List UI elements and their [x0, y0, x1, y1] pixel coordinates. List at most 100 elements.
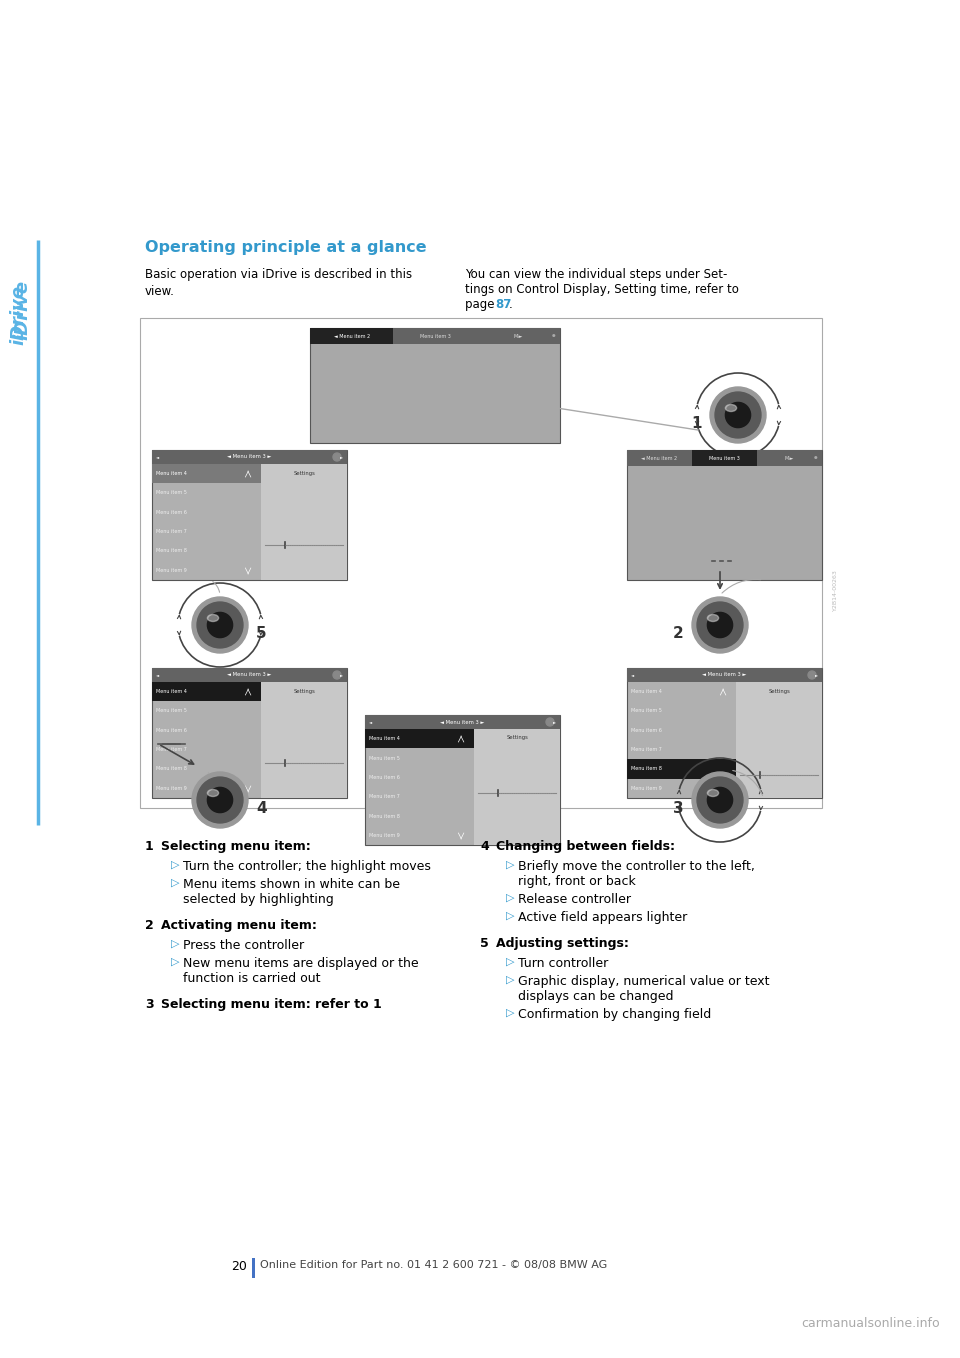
Text: ►: ► — [340, 674, 343, 678]
Circle shape — [726, 402, 751, 428]
Bar — [474, 729, 560, 845]
Text: You can view the individual steps under Set-: You can view the individual steps under … — [465, 268, 728, 281]
Text: Online Edition for Part no. 01 41 2 600 721 - © 08/08 BMW AG: Online Edition for Part no. 01 41 2 600 … — [260, 1260, 608, 1270]
Text: ◄: ◄ — [156, 674, 159, 678]
Bar — [261, 682, 347, 799]
Text: Menu item 8: Menu item 8 — [156, 766, 187, 771]
Text: 2: 2 — [145, 919, 154, 932]
Text: ▷: ▷ — [506, 911, 515, 921]
Text: Graphic display, numerical value or text: Graphic display, numerical value or text — [518, 975, 770, 989]
Text: ◄ Menu item 2: ◄ Menu item 2 — [334, 334, 370, 338]
Bar — [252, 1258, 255, 1278]
Bar — [310, 329, 394, 344]
Text: ▷: ▷ — [506, 860, 515, 870]
Text: Menu item 4: Menu item 4 — [156, 471, 187, 477]
Bar — [152, 668, 347, 682]
Text: ►: ► — [815, 674, 818, 678]
Text: 4: 4 — [480, 841, 489, 853]
Text: Menu item 7: Menu item 7 — [631, 747, 661, 752]
Text: Changing between fields:: Changing between fields: — [496, 841, 675, 853]
Text: Mi►: Mi► — [785, 455, 794, 460]
Text: displays can be changed: displays can be changed — [518, 990, 674, 1004]
Bar — [627, 449, 822, 466]
Text: Menu item 9: Menu item 9 — [156, 786, 187, 790]
Text: ▷: ▷ — [506, 957, 515, 967]
Bar — [152, 464, 261, 483]
Text: tings on Control Display, Setting time, refer to: tings on Control Display, Setting time, … — [465, 282, 739, 296]
Circle shape — [715, 392, 761, 439]
Circle shape — [697, 602, 743, 648]
Text: Release controller: Release controller — [518, 894, 631, 906]
Text: 5: 5 — [256, 626, 267, 641]
Text: Menu item 6: Menu item 6 — [156, 509, 187, 515]
Text: function is carried out: function is carried out — [183, 972, 321, 985]
Text: Menu item 4: Menu item 4 — [156, 689, 187, 694]
Bar — [365, 716, 560, 729]
Bar — [627, 668, 822, 799]
Bar — [627, 759, 736, 778]
Text: Menu item 4: Menu item 4 — [631, 689, 661, 694]
Text: ▷: ▷ — [171, 879, 180, 888]
Text: ►: ► — [340, 455, 343, 459]
Text: Confirmation by changing field: Confirmation by changing field — [518, 1008, 711, 1021]
Bar — [261, 464, 347, 580]
Text: page: page — [465, 297, 498, 311]
Text: 5: 5 — [480, 937, 489, 951]
Text: iDrive: iDrive — [13, 280, 31, 340]
Text: Adjusting settings:: Adjusting settings: — [496, 937, 629, 951]
Text: ▷: ▷ — [171, 860, 180, 870]
Text: Active field appears lighter: Active field appears lighter — [518, 911, 687, 923]
Circle shape — [708, 612, 732, 638]
Text: Mi►: Mi► — [514, 334, 523, 338]
Bar — [365, 716, 560, 845]
Text: 2: 2 — [673, 626, 684, 641]
Text: 20: 20 — [231, 1260, 247, 1272]
Text: ▷: ▷ — [171, 938, 180, 949]
Text: 1: 1 — [145, 841, 154, 853]
Text: Menu item 7: Menu item 7 — [369, 794, 400, 799]
Text: Menu item 8: Menu item 8 — [631, 766, 661, 771]
Circle shape — [197, 777, 243, 823]
Text: ▷: ▷ — [506, 894, 515, 903]
Ellipse shape — [207, 789, 219, 797]
Text: Menu item 5: Menu item 5 — [156, 709, 187, 713]
Bar — [310, 329, 560, 443]
Text: Selecting menu item:: Selecting menu item: — [161, 841, 311, 853]
Text: carmanualsonline.info: carmanualsonline.info — [802, 1317, 940, 1329]
Ellipse shape — [708, 615, 719, 622]
Bar — [140, 318, 822, 808]
Bar — [152, 682, 261, 701]
Circle shape — [692, 598, 748, 653]
Text: Turn the controller; the highlight moves: Turn the controller; the highlight moves — [183, 860, 431, 873]
Text: 87: 87 — [495, 297, 512, 311]
Text: 3: 3 — [145, 998, 154, 1010]
Text: Menu items shown in white can be: Menu items shown in white can be — [183, 879, 400, 891]
Text: Menu item 3: Menu item 3 — [709, 455, 740, 460]
Text: Menu item 5: Menu item 5 — [369, 755, 400, 760]
Bar — [310, 329, 560, 344]
Text: Menu item 7: Menu item 7 — [156, 747, 187, 752]
Circle shape — [708, 788, 732, 812]
Bar — [152, 449, 347, 464]
Text: Selecting menu item: refer to 1: Selecting menu item: refer to 1 — [161, 998, 382, 1010]
Text: 3: 3 — [673, 801, 684, 816]
Bar — [365, 729, 474, 748]
Circle shape — [710, 387, 766, 443]
Ellipse shape — [726, 405, 736, 411]
Text: ●: ● — [813, 456, 817, 460]
Text: Press the controller: Press the controller — [183, 938, 304, 952]
Text: Settings: Settings — [293, 689, 315, 694]
Circle shape — [207, 612, 232, 638]
Text: Basic operation via iDrive is described in this
view.: Basic operation via iDrive is described … — [145, 268, 412, 297]
Text: selected by highlighting: selected by highlighting — [183, 894, 334, 906]
Text: 1: 1 — [691, 416, 702, 430]
Text: Menu item 6: Menu item 6 — [156, 728, 187, 733]
Text: Menu item 8: Menu item 8 — [156, 549, 187, 554]
Circle shape — [192, 771, 248, 828]
Text: ◄: ◄ — [156, 455, 159, 459]
Text: ▷: ▷ — [171, 957, 180, 967]
Circle shape — [192, 598, 248, 653]
Circle shape — [808, 671, 816, 679]
Bar — [627, 668, 822, 682]
Circle shape — [333, 671, 341, 679]
